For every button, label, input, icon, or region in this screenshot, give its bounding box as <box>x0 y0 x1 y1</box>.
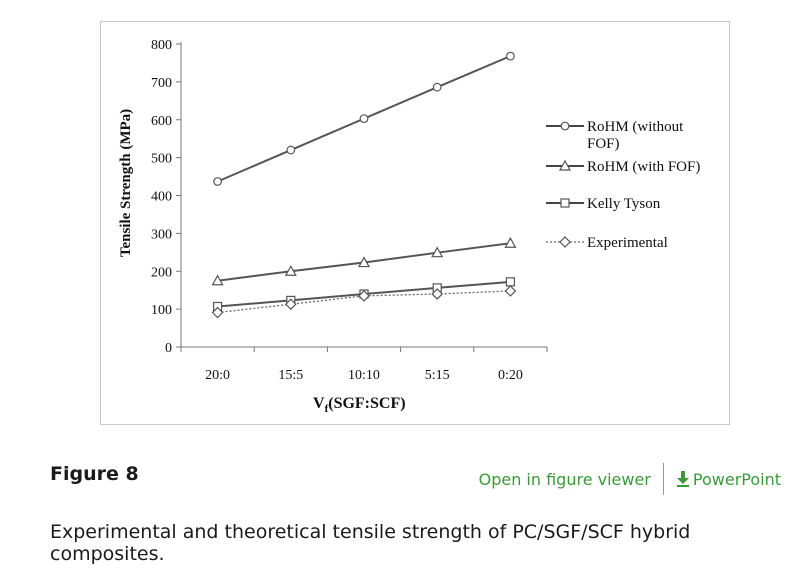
actions-divider <box>662 463 664 495</box>
data-point-triangle <box>284 265 297 276</box>
data-point-square <box>505 277 515 287</box>
open-figure-viewer-link[interactable]: Open in figure viewer <box>478 469 651 489</box>
tensile-strength-chart: 0 100 200 300 400 500 600 700 800 20:0 15:5 10:10 5… <box>118 38 700 415</box>
series-line <box>217 290 511 314</box>
data-point-circle <box>286 145 296 155</box>
data-point-diamond <box>284 298 297 311</box>
y-axis-label: Tensile Strength (MPa) <box>118 109 134 257</box>
chart-axes <box>180 42 547 348</box>
figure-image-frame: 0 100 200 300 400 500 600 700 800 20:0 15:5 10:10 5… <box>100 21 730 425</box>
data-point-square <box>560 198 570 208</box>
figure-number: Figure 8 <box>50 463 139 485</box>
chart-series <box>211 51 517 319</box>
data-point-circle <box>359 114 369 124</box>
data-point-circle <box>213 177 222 186</box>
legend-item: Experimental <box>546 235 668 251</box>
figure-caption: Experimental and theoretical tensile str… <box>50 521 691 565</box>
x-tick-label: 5:15 <box>425 368 450 383</box>
data-point-triangle <box>357 256 371 268</box>
x-axis-ticks: 20:0 15:5 10:10 5:15 0:20 <box>180 347 548 383</box>
x-tick-label: 15:5 <box>278 368 303 383</box>
legend-item: Kelly Tyson <box>546 196 661 212</box>
legend-label: Kelly Tyson <box>587 196 661 212</box>
data-point-diamond <box>358 290 370 302</box>
powerpoint-label: PowerPoint <box>692 469 781 489</box>
y-axis-ticks: 0 100 200 300 400 500 600 700 800 <box>151 38 181 356</box>
data-point-diamond <box>431 288 444 300</box>
data-point-diamond <box>559 236 571 248</box>
x-tick-label: 10:10 <box>348 368 380 383</box>
y-tick-label: 800 <box>151 38 172 53</box>
y-tick-label: 200 <box>151 265 172 280</box>
y-tick-label: 0 <box>165 341 172 356</box>
legend-label: Experimental <box>587 235 668 251</box>
legend-label: RoHM (with FOF) <box>587 159 700 175</box>
data-point-diamond <box>211 306 224 319</box>
series-diamond <box>211 285 517 319</box>
data-point-circle <box>560 121 570 131</box>
x-axis-label: Vf(SGF:SCF) <box>313 395 406 415</box>
data-point-circle <box>506 51 515 61</box>
y-tick-label: 500 <box>151 152 172 167</box>
y-tick-label: 300 <box>151 227 172 242</box>
y-tick-label: 700 <box>151 76 172 91</box>
series-circle <box>213 51 515 186</box>
data-point-triangle <box>558 159 572 171</box>
powerpoint-download-link[interactable]: PowerPoint <box>676 470 781 489</box>
legend-label: FOF) <box>587 136 620 152</box>
data-point-triangle <box>431 246 444 258</box>
y-tick-label: 600 <box>151 114 172 129</box>
figure-actions: Open in figure viewer PowerPoint <box>479 463 781 495</box>
x-tick-label: 0:20 <box>498 368 523 383</box>
data-point-triangle <box>211 274 224 286</box>
legend-label: RoHM (without <box>587 119 684 135</box>
data-point-triangle <box>504 236 517 248</box>
data-point-diamond <box>504 285 517 297</box>
series-triangle <box>211 236 517 286</box>
legend-item: RoHM (with FOF) <box>546 159 700 175</box>
x-tick-label: 20:0 <box>205 368 230 383</box>
data-point-circle <box>432 82 442 92</box>
y-tick-label: 400 <box>151 190 172 205</box>
y-tick-label: 100 <box>151 303 172 318</box>
download-icon <box>676 471 689 487</box>
